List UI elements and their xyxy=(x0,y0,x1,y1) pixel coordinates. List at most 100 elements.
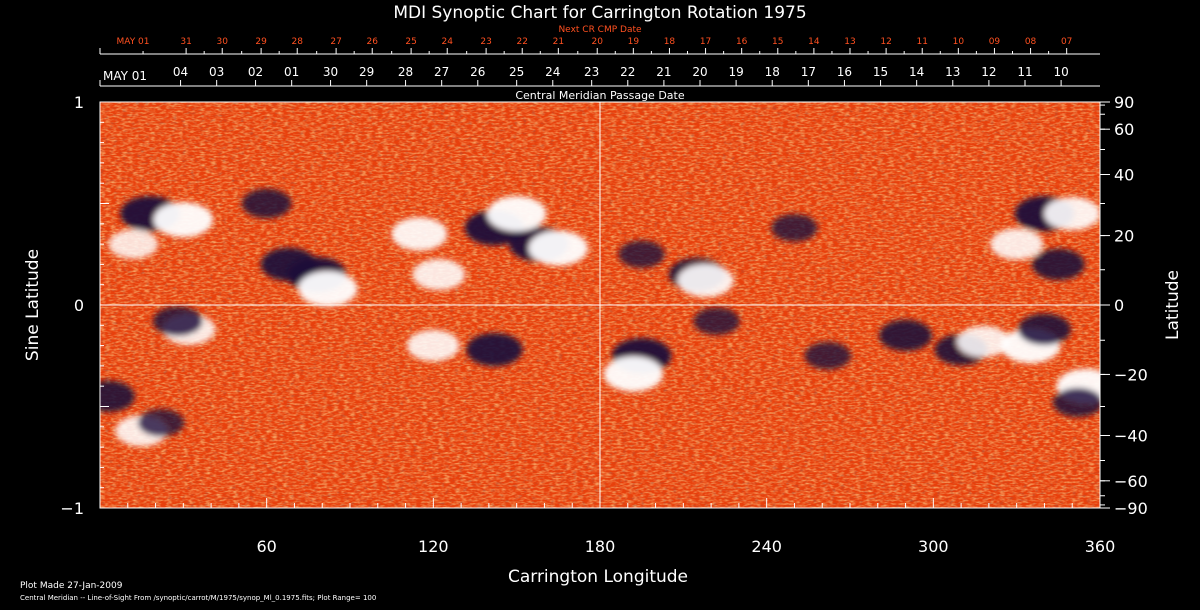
cmp-date-label: 20 xyxy=(692,65,707,79)
next-cr-date-label: 30 xyxy=(216,37,228,47)
active-region-pos xyxy=(677,264,734,298)
active-region-neg xyxy=(618,240,665,269)
cmp-date-label: 19 xyxy=(728,65,743,79)
y-right-tick-label: −40 xyxy=(1114,426,1148,445)
next-cr-date-label: 20 xyxy=(591,37,603,47)
x-axis-label: Carrington Longitude xyxy=(508,567,688,587)
x-tick-label: 240 xyxy=(751,537,782,556)
x-tick-label: 60 xyxy=(256,537,276,556)
cmp-date-label: 17 xyxy=(801,65,816,79)
cmp-date-label: 29 xyxy=(359,65,374,79)
cmp-date-label: 13 xyxy=(945,65,960,79)
cmp-date-label: 12 xyxy=(981,65,996,79)
active-region-neg xyxy=(1052,387,1100,418)
x-tick-label: 300 xyxy=(918,537,949,556)
next-cr-date-label: 23 xyxy=(480,37,491,47)
cmp-date-label: 15 xyxy=(873,65,888,79)
active-region-neg xyxy=(1017,313,1071,346)
cmp-date-label: 26 xyxy=(470,65,485,79)
next-cr-date-label: 14 xyxy=(808,37,820,47)
active-region-pos xyxy=(406,329,460,362)
active-region-neg xyxy=(152,306,203,336)
active-region-neg xyxy=(241,188,292,219)
next-cr-date-label: 17 xyxy=(700,37,711,47)
next-cr-date-label: 21 xyxy=(553,37,564,47)
active-region-pos xyxy=(108,229,159,259)
cmp-date-label: 24 xyxy=(545,65,560,79)
active-region-neg xyxy=(693,307,740,335)
active-region-pos xyxy=(153,202,214,238)
plot-made-note: Plot Made 27-Jan-2009 xyxy=(20,581,123,591)
next-cr-date-label: 13 xyxy=(844,37,855,47)
x-tick-label: 120 xyxy=(418,537,449,556)
next-cr-date-label: 19 xyxy=(628,37,640,47)
next-cr-date-label: 31 xyxy=(180,37,191,47)
date-axes: MAY 01 31 30 29 28 27 26 25 24 23 22 21 20 19 18 17 16 15… xyxy=(99,37,1100,87)
cmp-date-label: 27 xyxy=(434,65,449,79)
active-region-pos xyxy=(391,217,448,251)
x-tick-label: 360 xyxy=(1085,537,1116,556)
active-region-neg xyxy=(879,319,933,352)
cmp-date-label: 14 xyxy=(909,65,924,79)
active-region-pos xyxy=(1044,197,1100,231)
cmp-date-label: 04 xyxy=(173,65,188,79)
y-left-tick-label: 1 xyxy=(74,93,84,112)
next-cr-date-label: 28 xyxy=(291,37,303,47)
active-region-neg xyxy=(137,408,185,437)
next-cr-date-label: 27 xyxy=(330,37,341,47)
y-right-tick-label: 20 xyxy=(1114,227,1134,246)
active-region-neg xyxy=(100,380,135,413)
cmp-date-label: 28 xyxy=(398,65,413,79)
y-axis-label-right: Latitude xyxy=(1163,270,1183,340)
y-right-tick-label: 0 xyxy=(1114,296,1124,315)
next-cr-date-label: 09 xyxy=(989,37,1001,47)
active-region-pos xyxy=(298,271,358,307)
next-cr-date-label: 12 xyxy=(880,37,891,47)
cmp-date-label: 11 xyxy=(1017,65,1032,79)
active-region-pos xyxy=(486,196,547,232)
chart-title: MDI Synoptic Chart for Carrington Rotati… xyxy=(393,3,806,23)
y-left-tick-label: 0 xyxy=(74,296,84,315)
y-right-tick-label: −20 xyxy=(1114,365,1148,384)
plot-axes: 60 120 180 240 300 360 1 0 −1 90 60 40 20 0 −20 −40 −60 −… xyxy=(60,93,1147,556)
next-cr-date-label: 07 xyxy=(1061,37,1072,47)
cmp-date-label: 25 xyxy=(509,65,524,79)
cmp-date-label: 16 xyxy=(837,65,852,79)
cmp-date-label: 10 xyxy=(1053,65,1068,79)
y-left-tick-label: −1 xyxy=(60,499,84,518)
next-cr-date-label: 18 xyxy=(664,37,676,47)
next-cr-date-label: 29 xyxy=(255,37,267,47)
y-right-tick-label: 40 xyxy=(1114,166,1134,185)
active-region-neg xyxy=(1031,248,1085,281)
active-region-neg xyxy=(804,341,851,370)
y-right-tick-label: −90 xyxy=(1114,499,1148,518)
active-region-pos xyxy=(528,230,589,266)
y-right-tick-label: 60 xyxy=(1114,120,1134,139)
y-axis-label-left: Sine Latitude xyxy=(23,249,43,361)
next-cr-date-label: 22 xyxy=(516,37,527,47)
next-cr-date-label: 16 xyxy=(736,37,748,47)
source-note: Central Meridian -- Line-of-Sight From /… xyxy=(20,594,376,602)
cmp-date-label: 22 xyxy=(620,65,635,79)
cmp-date-label: 18 xyxy=(765,65,780,79)
next-cr-date-label: 08 xyxy=(1025,37,1037,47)
active-region-neg xyxy=(466,333,523,367)
next-cr-date-label: 26 xyxy=(366,37,378,47)
next-cr-label: Next CR CMP Date xyxy=(558,25,642,35)
next-cr-date-label: 10 xyxy=(953,37,965,47)
y-right-tick-label: −60 xyxy=(1114,472,1148,491)
active-region-neg xyxy=(771,214,818,242)
next-cr-date-label: MAY 01 xyxy=(116,37,149,47)
cmp-date-label: 02 xyxy=(248,65,263,79)
next-cr-date-label: 15 xyxy=(772,37,783,47)
cmp-date-label: MAY 01 xyxy=(103,69,147,83)
cmp-date-label: 03 xyxy=(209,65,224,79)
cmp-date-label: 21 xyxy=(656,65,671,79)
active-region-pos xyxy=(412,258,466,291)
cmp-date-label: 01 xyxy=(284,65,299,79)
next-cr-date-label: 11 xyxy=(916,37,927,47)
cmp-axis-label: Central Meridian Passage Date xyxy=(515,89,684,102)
y-right-tick-label: 90 xyxy=(1114,93,1134,112)
active-region-pos xyxy=(603,356,664,392)
